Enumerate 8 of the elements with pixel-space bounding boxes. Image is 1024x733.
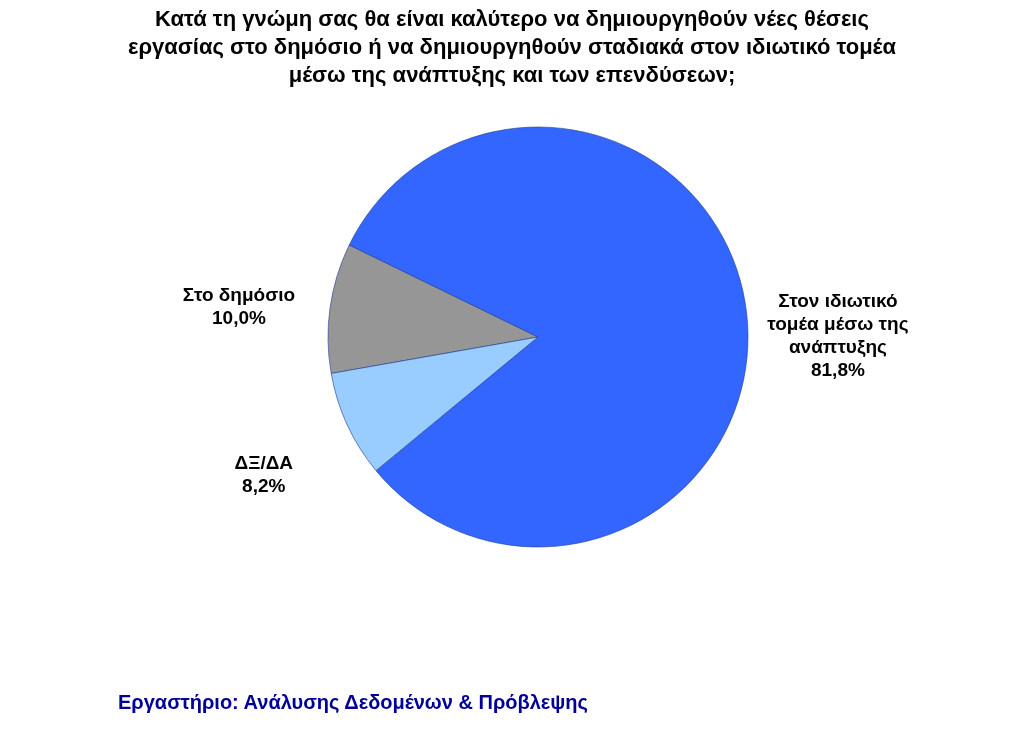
slice-label: Στο δημόσιο <box>182 283 296 305</box>
text: Εργαστήριο: Ανάλυσης Δεδομένων & Πρόβλεψης <box>118 691 588 713</box>
data-label: 81,8% <box>810 359 865 381</box>
slice-label: Στον ιδιωτικό τομέα μέσω της ανάπτυξης <box>767 290 909 359</box>
slice-label: ΔΞ/ΔΑ <box>234 452 294 474</box>
data-label: 10,0% <box>212 306 266 328</box>
data-label: 8,2% <box>242 475 286 497</box>
chart-title: Κατά τη γνώμη σας θα είναι καλύτερο να δημιουργηθούν νέες θέσεις εργασίας στο δημόσιο ή να δημιουργηθούν σταδιακά στον ιδιωτικό τομέα μέσω της ανάπτυξης και των επενδύσεων; <box>127 6 897 87</box>
